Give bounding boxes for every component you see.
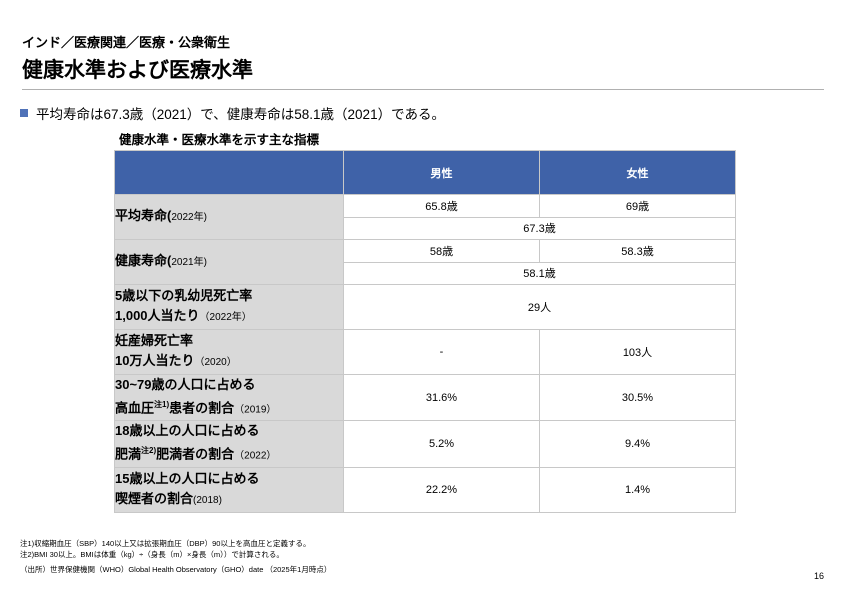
table-row: 5歳以下の乳幼児死亡率 1,000人当たり（2022年） 29人 xyxy=(114,284,736,330)
row-label-hypertension: 30~79歳の人口に占める 高血圧注1)患者の割合（2019） xyxy=(114,373,344,422)
row-label-life-expectancy: 平均寿命(2022年) xyxy=(114,194,344,240)
cell-obesity-male: 5.2% xyxy=(343,420,540,468)
cell-hypertension-female: 30.5% xyxy=(539,373,736,422)
table-row: 健康寿命(2021年) 58歳 58.3歳 xyxy=(114,239,736,285)
table-row: 67.3歳 xyxy=(115,216,736,240)
cell-smoking-female: 1.4% xyxy=(539,466,736,513)
header-blank-cell xyxy=(114,150,344,195)
summary-bullet: 平均寿命は67.3歳（2021）で、健康寿命は58.1歳（2021）である。 xyxy=(20,103,445,123)
table-row: 平均寿命(2022年) 65.8歳 69歳 xyxy=(114,194,736,240)
table-row: 15歳以上の人口に占める 喫煙者の割合(2018) 22.2% 1.4% xyxy=(114,466,736,513)
table-row: 58.1歳 xyxy=(115,261,736,285)
table-row: 30~79歳の人口に占める 高血圧注1)患者の割合（2019） 31.6% 30… xyxy=(114,373,736,422)
cell-hypertension-male: 31.6% xyxy=(343,373,540,422)
row-label-obesity: 18歳以上の人口に占める 肥満注2)肥満者の割合（2022） xyxy=(114,420,344,468)
note-marker-1: 注1) xyxy=(154,400,170,409)
summary-text: 平均寿命は67.3歳（2021）で、健康寿命は58.1歳（2021）である。 xyxy=(36,107,445,122)
table-row: 18歳以上の人口に占める 肥満注2)肥満者の割合（2022） 5.2% 9.4% xyxy=(114,420,736,468)
footnote-2: 注2)BMI 30以上。BMIは体重（kg）÷（身長（m）×身長（m））で計算さ… xyxy=(20,550,284,559)
column-header-male: 男性 xyxy=(343,150,540,195)
cell-obesity-female: 9.4% xyxy=(539,420,736,468)
footnote-1: 注1)収縮期血圧（SBP）140以上又は拡張期血圧（DBP）90以上を高血圧と定… xyxy=(20,539,311,548)
cell-life-expectancy-female: 69歳 xyxy=(539,194,736,218)
source-note: （出所）世界保健機関（WHO）Global Health Observatory… xyxy=(20,565,332,574)
cell-life-expectancy-male: 65.8歳 xyxy=(343,194,540,218)
cell-maternal-mortality-male: - xyxy=(343,329,540,375)
cell-maternal-mortality-female: 103人 xyxy=(539,329,736,375)
cell-under5-mortality: 29人 xyxy=(343,284,736,330)
column-header-female: 女性 xyxy=(539,150,736,195)
footnotes: 注1)収縮期血圧（SBP）140以上又は拡張期血圧（DBP）90以上を高血圧と定… xyxy=(20,538,310,560)
bullet-square-icon xyxy=(20,109,28,117)
cell-healthy-life-total: 58.1歳 xyxy=(343,261,736,285)
cell-life-expectancy-total: 67.3歳 xyxy=(343,216,736,240)
row-label-smoking: 15歳以上の人口に占める 喫煙者の割合(2018) xyxy=(114,466,344,513)
breadcrumb: インド／医療関連／医療・公衆衛生 xyxy=(22,35,231,50)
note-marker-2: 注2) xyxy=(141,446,157,456)
indicators-table: 男性 女性 平均寿命(2022年) 65.8歳 69歳 67.3歳 健康寿命(2… xyxy=(114,150,736,513)
page-title: 健康水準および医療水準 xyxy=(22,59,253,82)
row-label-maternal-mortality: 妊産婦死亡率 10万人当たり（2020） xyxy=(114,329,344,375)
row-label-under5-mortality: 5歳以下の乳幼児死亡率 1,000人当たり（2022年） xyxy=(114,284,344,330)
cell-healthy-life-female: 58.3歳 xyxy=(539,239,736,263)
cell-healthy-life-male: 58歳 xyxy=(343,239,540,263)
table-row: 妊産婦死亡率 10万人当たり（2020） - 103人 xyxy=(114,329,736,375)
title-divider xyxy=(22,89,824,90)
cell-smoking-male: 22.2% xyxy=(343,466,540,513)
row-label-healthy-life-expectancy: 健康寿命(2021年) xyxy=(114,239,344,285)
table-header-row: 男性 女性 xyxy=(114,150,736,195)
page-number: 16 xyxy=(813,571,824,581)
table-title: 健康水準・医療水準を示す主な指標 xyxy=(119,133,320,147)
